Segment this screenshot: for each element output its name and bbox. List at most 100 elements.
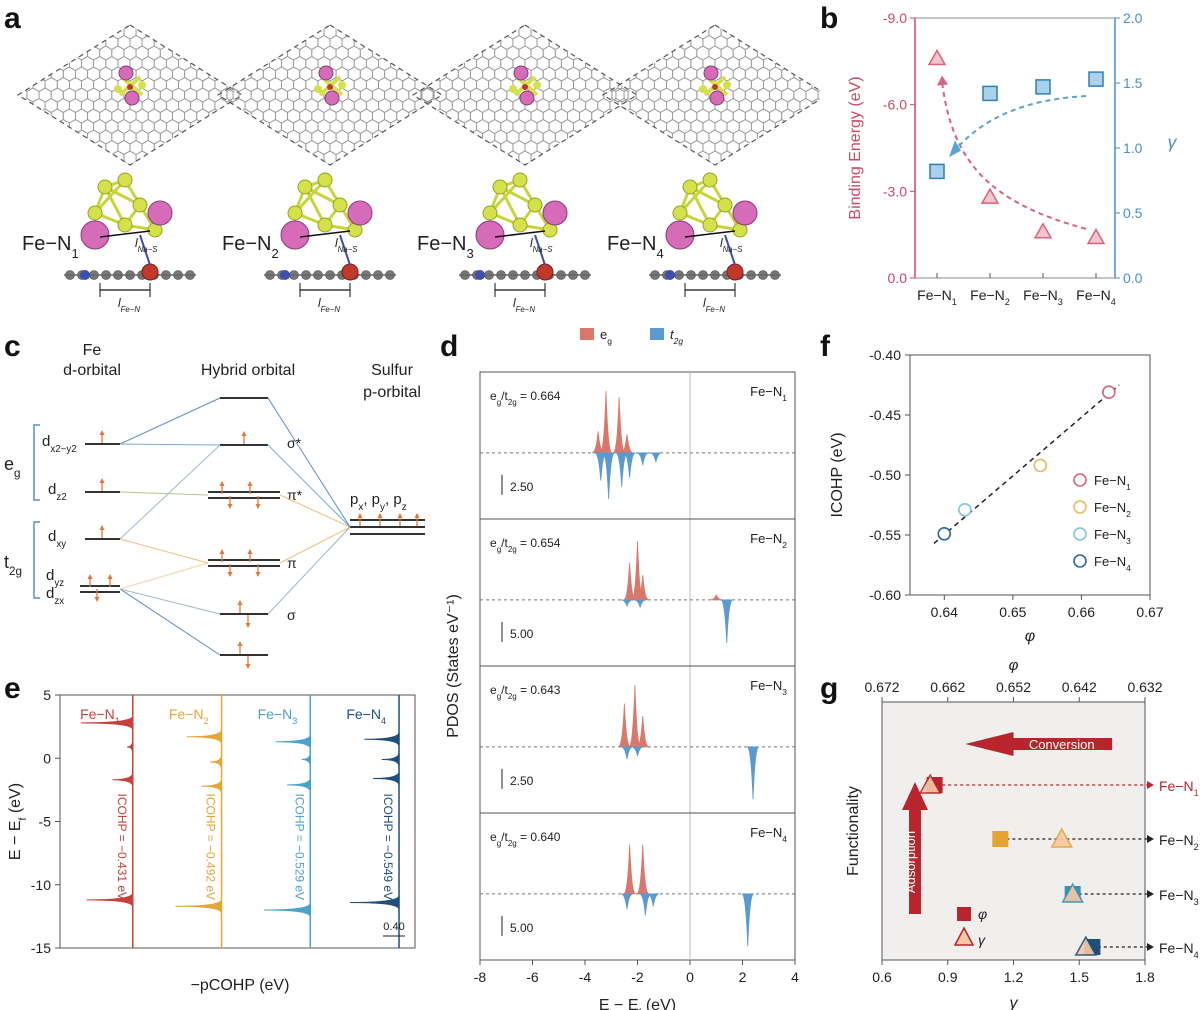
hexagon bbox=[20, 34, 34, 51]
hexagon bbox=[50, 45, 64, 61]
hexagon bbox=[618, 183, 630, 197]
gamma-point bbox=[1088, 71, 1104, 87]
hexagon bbox=[68, 139, 82, 156]
hexagon bbox=[384, 150, 398, 165]
hexagon bbox=[793, 45, 807, 61]
hexagon bbox=[525, 0, 537, 8]
hexagon bbox=[386, 214, 398, 228]
hexagon bbox=[618, 0, 630, 8]
hexagon bbox=[673, 4, 685, 18]
hexagon bbox=[191, 183, 203, 197]
hexagon bbox=[191, 4, 203, 18]
hexagon bbox=[44, 160, 58, 165]
hexagon bbox=[218, 45, 228, 61]
hexagon bbox=[268, 34, 282, 51]
hexagon bbox=[268, 160, 282, 165]
hexagon bbox=[56, 25, 70, 30]
hexagon bbox=[588, 172, 600, 186]
hexagon bbox=[432, 25, 442, 40]
x-tick-label: 0.64 bbox=[931, 604, 958, 620]
hexagon bbox=[463, 34, 477, 51]
hexagon bbox=[770, 4, 782, 18]
text-sub: 2 bbox=[1126, 509, 1131, 519]
hexagon bbox=[256, 160, 270, 165]
legend-label: Fe−N2 bbox=[1094, 500, 1131, 519]
hexagon bbox=[603, 34, 607, 51]
hexagon bbox=[782, 4, 794, 18]
hexagon bbox=[342, 183, 354, 197]
hexagon bbox=[386, 193, 398, 207]
hexagon bbox=[606, 183, 618, 197]
hexagon bbox=[627, 45, 637, 61]
hexagon bbox=[268, 139, 282, 156]
spin-head bbox=[99, 430, 105, 435]
hexagon bbox=[420, 129, 434, 145]
hexagon bbox=[244, 118, 258, 135]
pcohp-peak bbox=[381, 752, 400, 767]
hybrid-orbital-label: σ bbox=[287, 607, 296, 623]
hexagon bbox=[15, 172, 27, 186]
text-main: d bbox=[46, 585, 54, 602]
hexagon bbox=[380, 204, 392, 218]
hexagon bbox=[348, 172, 360, 186]
hexagon bbox=[220, 97, 234, 114]
hexagon bbox=[263, 0, 275, 8]
hexagon bbox=[787, 34, 801, 51]
hexagon bbox=[805, 45, 819, 61]
hexagon bbox=[262, 150, 276, 165]
fe-n-length-label: lFe−N bbox=[318, 296, 340, 314]
na-atom bbox=[475, 220, 505, 250]
hexagon bbox=[226, 118, 240, 135]
hexagon bbox=[642, 183, 654, 197]
text-sub: 2g bbox=[9, 565, 22, 578]
hexagon bbox=[646, 141, 658, 155]
hexagon bbox=[739, 0, 751, 8]
text-main: Fe−N bbox=[1094, 554, 1126, 569]
hexagon bbox=[745, 4, 757, 18]
hexagon bbox=[245, 172, 257, 186]
hexagon bbox=[371, 25, 386, 40]
text-sub: xy bbox=[56, 539, 66, 550]
hexagon bbox=[244, 139, 258, 156]
hexagon bbox=[570, 204, 582, 218]
hexagon bbox=[50, 150, 64, 165]
hexagon bbox=[445, 214, 457, 228]
hexagon bbox=[165, 34, 179, 51]
hexagon bbox=[26, 108, 40, 124]
hexagon bbox=[154, 0, 166, 8]
hexagon bbox=[318, 0, 330, 8]
fit-line bbox=[933, 384, 1120, 544]
hexagon bbox=[603, 25, 617, 40]
orbital-connector bbox=[119, 444, 221, 540]
text-main: E − E bbox=[599, 997, 639, 1010]
hexagon bbox=[445, 4, 457, 18]
left-tick-label: 0.0 bbox=[888, 270, 908, 286]
hexagon bbox=[263, 193, 275, 207]
hexagon bbox=[251, 36, 263, 50]
hexagon bbox=[781, 45, 795, 61]
hexagon bbox=[647, 150, 661, 165]
hexagon bbox=[476, 15, 488, 29]
hexagon bbox=[185, 172, 197, 186]
subpanel-label: Fe−N4 bbox=[750, 825, 787, 844]
hexagon bbox=[582, 15, 594, 29]
hexagon bbox=[560, 34, 574, 51]
hexagon bbox=[617, 160, 631, 165]
hexagon bbox=[56, 160, 70, 165]
hexagon bbox=[238, 129, 252, 145]
hexagon bbox=[470, 193, 482, 207]
data-point bbox=[937, 527, 952, 541]
hexagon bbox=[433, 172, 445, 186]
hexagon bbox=[171, 150, 186, 165]
hexagon bbox=[652, 25, 664, 39]
x-tick-label: Fe−N3 bbox=[1023, 287, 1063, 307]
text-part: 2g bbox=[508, 839, 517, 848]
hexagon bbox=[744, 25, 758, 40]
spin-head bbox=[377, 513, 383, 518]
hexagon bbox=[615, 45, 629, 61]
hexagon bbox=[232, 160, 246, 165]
orbital-connector bbox=[119, 562, 209, 590]
text-sub: 1 bbox=[1194, 788, 1199, 798]
hexagon bbox=[391, 183, 403, 197]
text-sub: Na−S bbox=[723, 245, 744, 254]
